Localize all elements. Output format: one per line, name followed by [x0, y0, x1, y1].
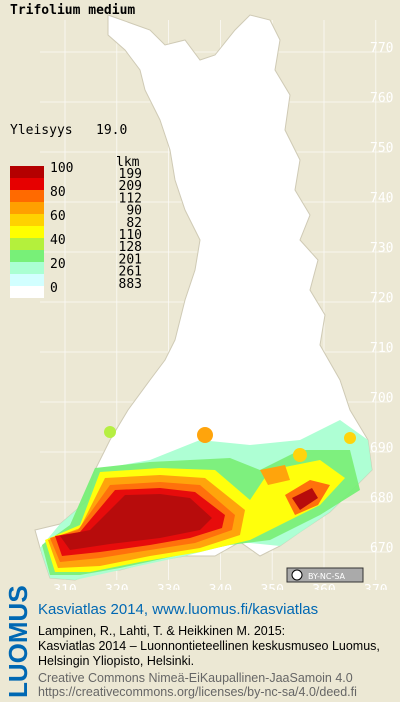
scale-label: 20: [50, 257, 66, 272]
footer-background: [0, 590, 400, 702]
frequency-value: 19.0: [96, 123, 127, 138]
license-badge: BY-NC-SA: [286, 567, 364, 583]
northing-label: 770: [370, 41, 393, 56]
scale-label: 40: [50, 233, 66, 248]
headline: Kasviatlas 2014, www.luomus.fi/kasviatla…: [38, 601, 318, 618]
legend-swatch: [10, 262, 44, 274]
scale-label: 60: [50, 209, 66, 224]
northing-label: 680: [370, 491, 393, 506]
count-label: 90: [126, 204, 142, 219]
distribution: [40, 420, 372, 580]
legend-swatch: [10, 214, 44, 226]
scale-label: 80: [50, 185, 66, 200]
count-label: 112: [119, 191, 142, 206]
legend-swatch: [10, 202, 44, 214]
badge-text: BY-NC-SA: [308, 572, 346, 581]
legend-swatch: [10, 166, 44, 178]
legend-swatch: [10, 286, 44, 298]
count-header: lkm: [116, 155, 140, 170]
license-line: https://creativecommons.org/licenses/by-…: [38, 685, 357, 699]
finland-outline: [34, 14, 373, 581]
count-label: 209: [119, 179, 142, 194]
northing-label: 760: [370, 91, 393, 106]
license-line: Creative Commons Nimeä-EiKaupallinen-Jaa…: [38, 671, 353, 685]
northing-label: 670: [370, 541, 393, 556]
northing-label: 700: [370, 391, 393, 406]
scale-label: 100: [50, 161, 73, 176]
legend-swatch: [10, 178, 44, 190]
northing-label: 720: [370, 291, 393, 306]
scale-label: 0: [50, 281, 58, 296]
northing-label: 710: [370, 341, 393, 356]
northing-label: 740: [370, 191, 393, 206]
legend-swatch: [10, 274, 44, 286]
northing-label: 730: [370, 241, 393, 256]
frequency-label: Yleisyys: [10, 123, 73, 138]
species-title: Trifolium medium: [10, 3, 135, 18]
logo: LUOMUS: [3, 585, 33, 698]
count-label: 128: [119, 240, 142, 255]
legend-swatch: [10, 190, 44, 202]
count-label: 110: [119, 228, 142, 243]
northing-label: 750: [370, 141, 393, 156]
count-label: 199: [119, 167, 142, 182]
northing-label: 690: [370, 441, 393, 456]
legend-swatch: [10, 226, 44, 238]
legend-swatch: [10, 250, 44, 262]
count-label: 261: [119, 265, 142, 280]
citation-line: Helsingin Yliopisto, Helsinki.: [38, 654, 194, 668]
citation-line: Kasviatlas 2014 – Luonnontieteellinen ke…: [38, 639, 380, 653]
count-label: 201: [119, 252, 142, 267]
count-label: 82: [126, 216, 142, 231]
citation-line: Lampinen, R., Lahti, T. & Heikkinen M. 2…: [38, 624, 285, 638]
count-label: 883: [119, 277, 142, 292]
legend-swatch: [10, 238, 44, 250]
